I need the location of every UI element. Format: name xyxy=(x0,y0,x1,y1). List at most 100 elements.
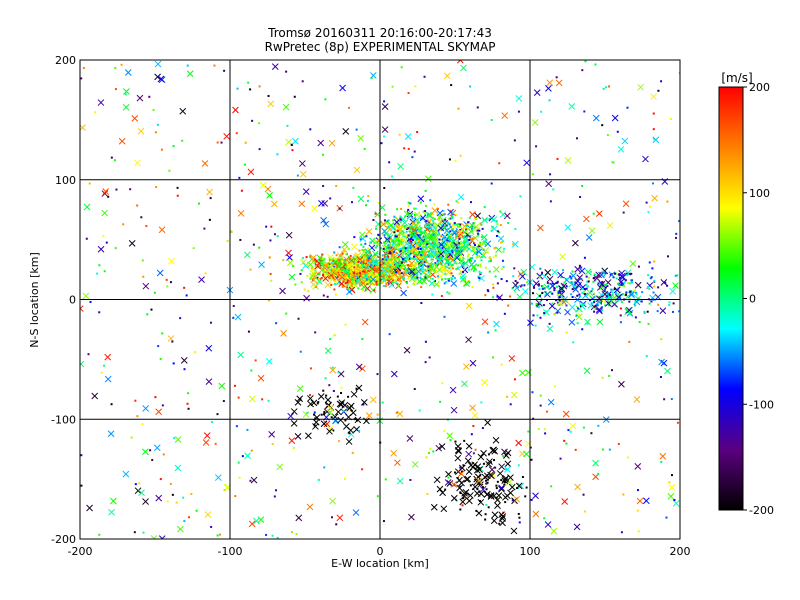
data-point-dot xyxy=(427,267,430,270)
data-point-x xyxy=(155,408,163,416)
data-point-dot xyxy=(619,280,622,283)
data-point-dot xyxy=(593,310,596,313)
data-point-dot xyxy=(129,188,132,191)
colorbar xyxy=(718,86,744,511)
data-point-dot xyxy=(380,247,383,250)
data-point-x xyxy=(596,307,603,315)
data-point-dot xyxy=(610,369,613,372)
data-point-dot xyxy=(159,357,162,360)
data-point-dot xyxy=(361,280,364,283)
data-point-dot xyxy=(598,296,601,299)
data-point-x xyxy=(489,472,497,480)
data-point-dot xyxy=(409,271,412,274)
data-point-x xyxy=(141,448,149,456)
data-point-dot xyxy=(451,216,454,219)
data-point-dot xyxy=(485,503,488,506)
data-point-dot xyxy=(251,119,254,122)
data-point-dot xyxy=(420,302,423,305)
data-point-dot xyxy=(398,241,401,244)
data-point-dot xyxy=(403,147,406,150)
data-point-dot xyxy=(361,338,364,341)
data-point-dot xyxy=(377,201,380,204)
data-point-dot xyxy=(355,387,358,390)
data-point-dot xyxy=(335,258,338,261)
data-point-dot xyxy=(345,274,348,277)
data-point-dot xyxy=(613,272,616,275)
data-point-x xyxy=(393,218,401,226)
chart-subtitle: RwPretec (8p) EXPERIMENTAL SKYMAP xyxy=(265,40,496,54)
data-point-x xyxy=(519,273,526,280)
data-point-dot xyxy=(484,518,487,521)
data-point-dot xyxy=(626,274,629,277)
data-point-x xyxy=(446,248,454,255)
data-point-dot xyxy=(341,268,344,271)
data-point-dot xyxy=(672,302,675,305)
data-point-dot xyxy=(138,482,141,485)
data-point-dot xyxy=(270,225,273,228)
data-point-dot xyxy=(403,235,406,238)
data-point-dot xyxy=(555,299,558,302)
data-point-dot xyxy=(472,424,475,427)
data-point-dot xyxy=(219,533,222,536)
data-point-x xyxy=(134,159,141,167)
data-point-dot xyxy=(419,201,422,204)
data-point-dot xyxy=(387,225,390,228)
data-point-dot xyxy=(518,516,521,519)
data-point-dot xyxy=(468,239,471,242)
data-point-dot xyxy=(313,413,316,416)
data-point-dot xyxy=(426,249,429,252)
data-point-dot xyxy=(412,220,415,223)
data-point-dot xyxy=(569,275,572,278)
data-point-dot xyxy=(445,258,448,261)
data-point-dot xyxy=(470,245,473,248)
data-point-x xyxy=(544,290,551,298)
data-point-dot xyxy=(481,255,484,258)
data-point-x xyxy=(158,226,166,234)
data-point-dot xyxy=(458,225,461,228)
data-point-x xyxy=(636,497,644,505)
data-point-dot xyxy=(452,259,455,262)
data-point-x xyxy=(558,285,566,292)
data-point-dot xyxy=(597,282,600,285)
data-point-x xyxy=(338,273,346,281)
data-point-dot xyxy=(456,242,459,245)
data-point-dot xyxy=(585,287,588,290)
data-point-dot xyxy=(318,273,321,276)
data-point-x xyxy=(387,221,395,229)
data-point-dot xyxy=(556,311,559,314)
data-point-dot xyxy=(276,153,279,156)
data-point-dot xyxy=(312,259,315,262)
data-point-dot xyxy=(403,256,406,259)
data-point-dot xyxy=(407,227,410,230)
data-point-x xyxy=(498,485,505,493)
data-point-x xyxy=(359,365,366,372)
data-point-dot xyxy=(409,244,412,247)
data-point-x xyxy=(461,380,468,388)
data-point-dot xyxy=(634,304,637,307)
data-point-x xyxy=(569,272,577,280)
data-point-dot xyxy=(374,279,377,282)
data-point-dot xyxy=(548,99,551,102)
data-point-x xyxy=(463,280,470,287)
data-point-dot xyxy=(267,94,270,97)
data-point-dot xyxy=(387,282,390,285)
data-point-dot xyxy=(406,268,409,271)
data-point-dot xyxy=(445,255,448,258)
data-point-dot xyxy=(423,278,426,281)
data-point-x xyxy=(218,382,226,390)
data-point-dot xyxy=(498,231,501,234)
data-point-dot xyxy=(383,242,386,245)
data-point-x xyxy=(340,246,348,253)
data-point-dot xyxy=(594,305,597,308)
data-point-dot xyxy=(403,260,406,263)
data-point-dot xyxy=(414,85,417,88)
data-point-dot xyxy=(379,261,382,264)
data-point-dot xyxy=(561,283,564,286)
data-point-dot xyxy=(372,219,375,222)
data-point-x xyxy=(424,175,432,183)
data-point-dot xyxy=(513,267,516,270)
data-point-x xyxy=(234,313,242,321)
data-point-dot xyxy=(646,310,649,313)
data-point-dot xyxy=(437,275,440,278)
data-point-dot xyxy=(645,201,648,204)
